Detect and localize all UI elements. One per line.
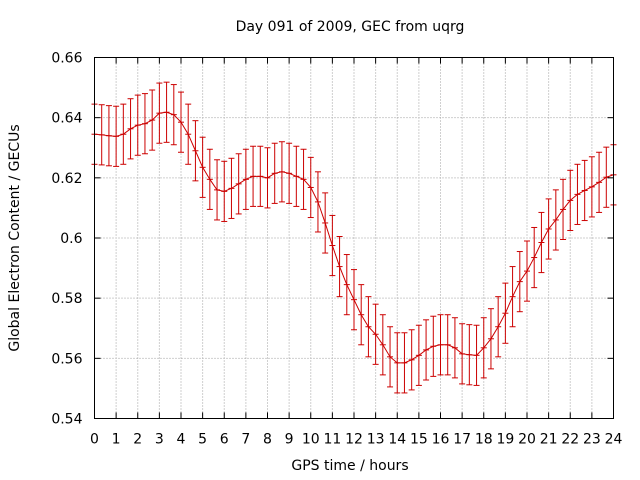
y-axis-label: Global Electron Content / GECUs [7,124,23,351]
x-tick-label: 12 [345,432,363,448]
x-tick-label: 19 [496,432,514,448]
chart-title: Day 091 of 2009, GEC from uqrg [236,19,465,35]
x-tick-label: 9 [285,432,294,448]
x-tick-label: 24 [605,432,623,448]
x-tick-label: 17 [453,432,471,448]
series-line [94,111,614,364]
x-tick-label: 20 [518,432,536,448]
x-tick-label: 11 [323,432,341,448]
x-tick-labels: 0 1 2 3 4 5 6 7 8 9 10 11 12 13 14 15 16 17 18 19 20 21 22 23 24 [90,432,622,448]
x-tick-label: 8 [263,432,272,448]
y-tick-label: 0.64 [51,111,82,127]
axis-ticks [94,57,614,419]
x-tick-label: 4 [177,432,186,448]
x-tick-label: 10 [302,432,320,448]
x-tick-label: 14 [388,432,406,448]
x-tick-label: 22 [561,432,579,448]
y-tick-label: 0.66 [51,51,82,67]
y-tick-label: 0.54 [51,412,82,428]
y-tick-label: 0.6 [60,231,82,247]
x-axis-label: GPS time / hours [291,458,408,474]
x-tick-label: 6 [220,432,229,448]
series-layer [91,81,617,394]
x-tick-label: 3 [155,432,164,448]
x-tick-label: 16 [432,432,450,448]
x-tick-label: 21 [540,432,558,448]
x-tick-label: 13 [367,432,385,448]
x-tick-label: 0 [90,432,99,448]
x-tick-label: 15 [410,432,428,448]
x-tick-label: 5 [198,432,207,448]
y-tick-labels: 0.54 0.56 0.58 0.6 0.62 0.64 0.66 [51,51,82,428]
x-tick-label: 23 [583,432,601,448]
y-tick-label: 0.58 [51,291,82,307]
y-tick-label: 0.56 [51,351,82,367]
x-tick-label: 18 [475,432,493,448]
x-tick-label: 1 [112,432,121,448]
x-tick-label: 7 [241,432,250,448]
y-tick-label: 0.62 [51,171,82,187]
x-tick-label: 2 [133,432,142,448]
